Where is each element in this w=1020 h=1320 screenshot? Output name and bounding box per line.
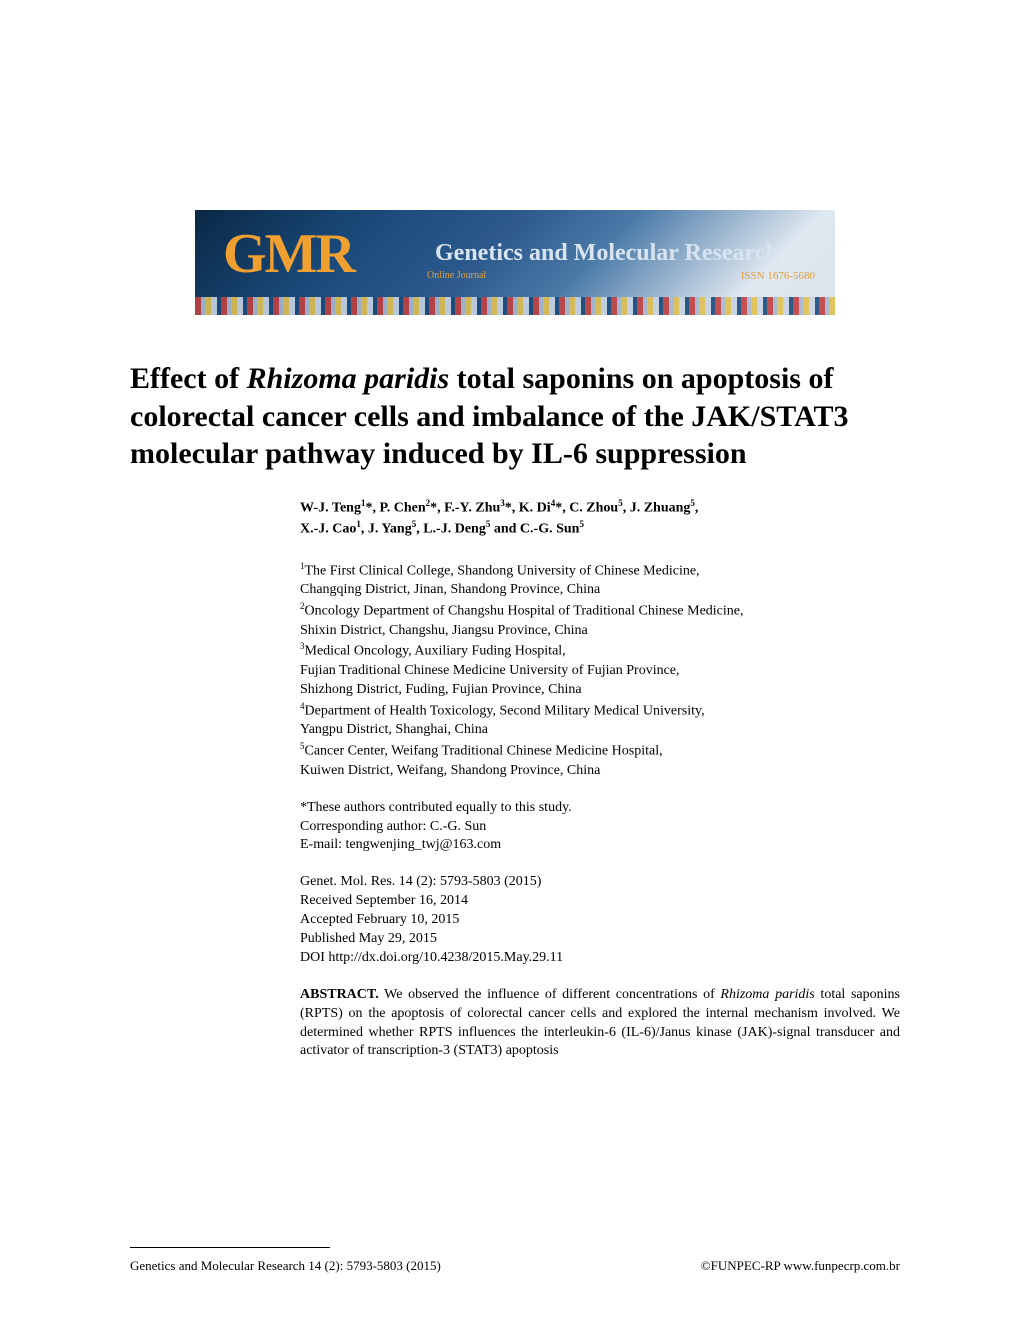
banner-subtitle: Genetics and Molecular Research (435, 240, 779, 267)
corresponding-author: Corresponding author: C.-G. Sun (300, 818, 900, 837)
banner-logo-text: GMR (223, 222, 354, 286)
equal-contribution: *These authors contributed equally to th… (300, 799, 900, 818)
abstract-pre-italic: We observed the influence of different c… (379, 987, 721, 1002)
accepted-date: Accepted February 10, 2015 (300, 911, 900, 930)
affiliation-line: Shixin District, Changshu, Jiangsu Provi… (300, 622, 900, 641)
affiliation-line: 2Oncology Department of Changshu Hospita… (300, 600, 900, 622)
title-pre: Effect of (130, 362, 247, 395)
affiliation-line: 3Medical Oncology, Auxiliary Fuding Hosp… (300, 640, 900, 662)
banner-online-label: Online Journal (427, 270, 486, 281)
footer-rule (130, 1247, 330, 1248)
abstract-italic: Rhizoma paridis (720, 987, 814, 1002)
authors-line2: X.-J. Cao1, J. Yang5, L.-J. Deng5 and C.… (300, 518, 900, 540)
affiliation-line: 4Department of Health Toxicology, Second… (300, 700, 900, 722)
contribution-block: *These authors contributed equally to th… (300, 799, 900, 856)
page-footer: Genetics and Molecular Research 14 (2): … (130, 1258, 900, 1274)
affiliations: 1The First Clinical College, Shandong Un… (300, 560, 900, 781)
abstract: ABSTRACT. We observed the influence of d… (300, 986, 900, 1062)
banner-issn: ISSN 1676-5680 (741, 270, 815, 282)
publication-info: Genet. Mol. Res. 14 (2): 5793-5803 (2015… (300, 873, 900, 967)
title-italic: Rhizoma paridis (247, 362, 450, 395)
footer-right: ©FUNPEC-RP www.funpecrp.com.br (701, 1258, 900, 1274)
affiliation-line: Kuiwen District, Weifang, Shandong Provi… (300, 762, 900, 781)
citation: Genet. Mol. Res. 14 (2): 5793-5803 (2015… (300, 873, 900, 892)
affiliation-line: Changqing District, Jinan, Shandong Prov… (300, 581, 900, 600)
affiliation-line: 5Cancer Center, Weifang Traditional Chin… (300, 740, 900, 762)
authors: W-J. Teng1*, P. Chen2*, F.-Y. Zhu3*, K. … (300, 497, 900, 540)
affiliation-line: Yangpu District, Shanghai, China (300, 721, 900, 740)
abstract-label: ABSTRACT. (300, 987, 379, 1002)
author-email: E-mail: tengwenjing_twj@163.com (300, 836, 900, 855)
footer-left: Genetics and Molecular Research 14 (2): … (130, 1258, 441, 1274)
journal-banner: GMR Genetics and Molecular Research Onli… (195, 210, 835, 315)
affiliation-line: Fujian Traditional Chinese Medicine Univ… (300, 662, 900, 681)
doi: DOI http://dx.doi.org/10.4238/2015.May.2… (300, 949, 900, 968)
affiliation-line: 1The First Clinical College, Shandong Un… (300, 560, 900, 582)
published-date: Published May 29, 2015 (300, 930, 900, 949)
content-block: W-J. Teng1*, P. Chen2*, F.-Y. Zhu3*, K. … (300, 497, 900, 1062)
affiliation-line: Shizhong District, Fuding, Fujian Provin… (300, 681, 900, 700)
received-date: Received September 16, 2014 (300, 892, 900, 911)
authors-line1: W-J. Teng1*, P. Chen2*, F.-Y. Zhu3*, K. … (300, 497, 900, 519)
article-title: Effect of Rhizoma paridis total saponins… (130, 360, 900, 473)
